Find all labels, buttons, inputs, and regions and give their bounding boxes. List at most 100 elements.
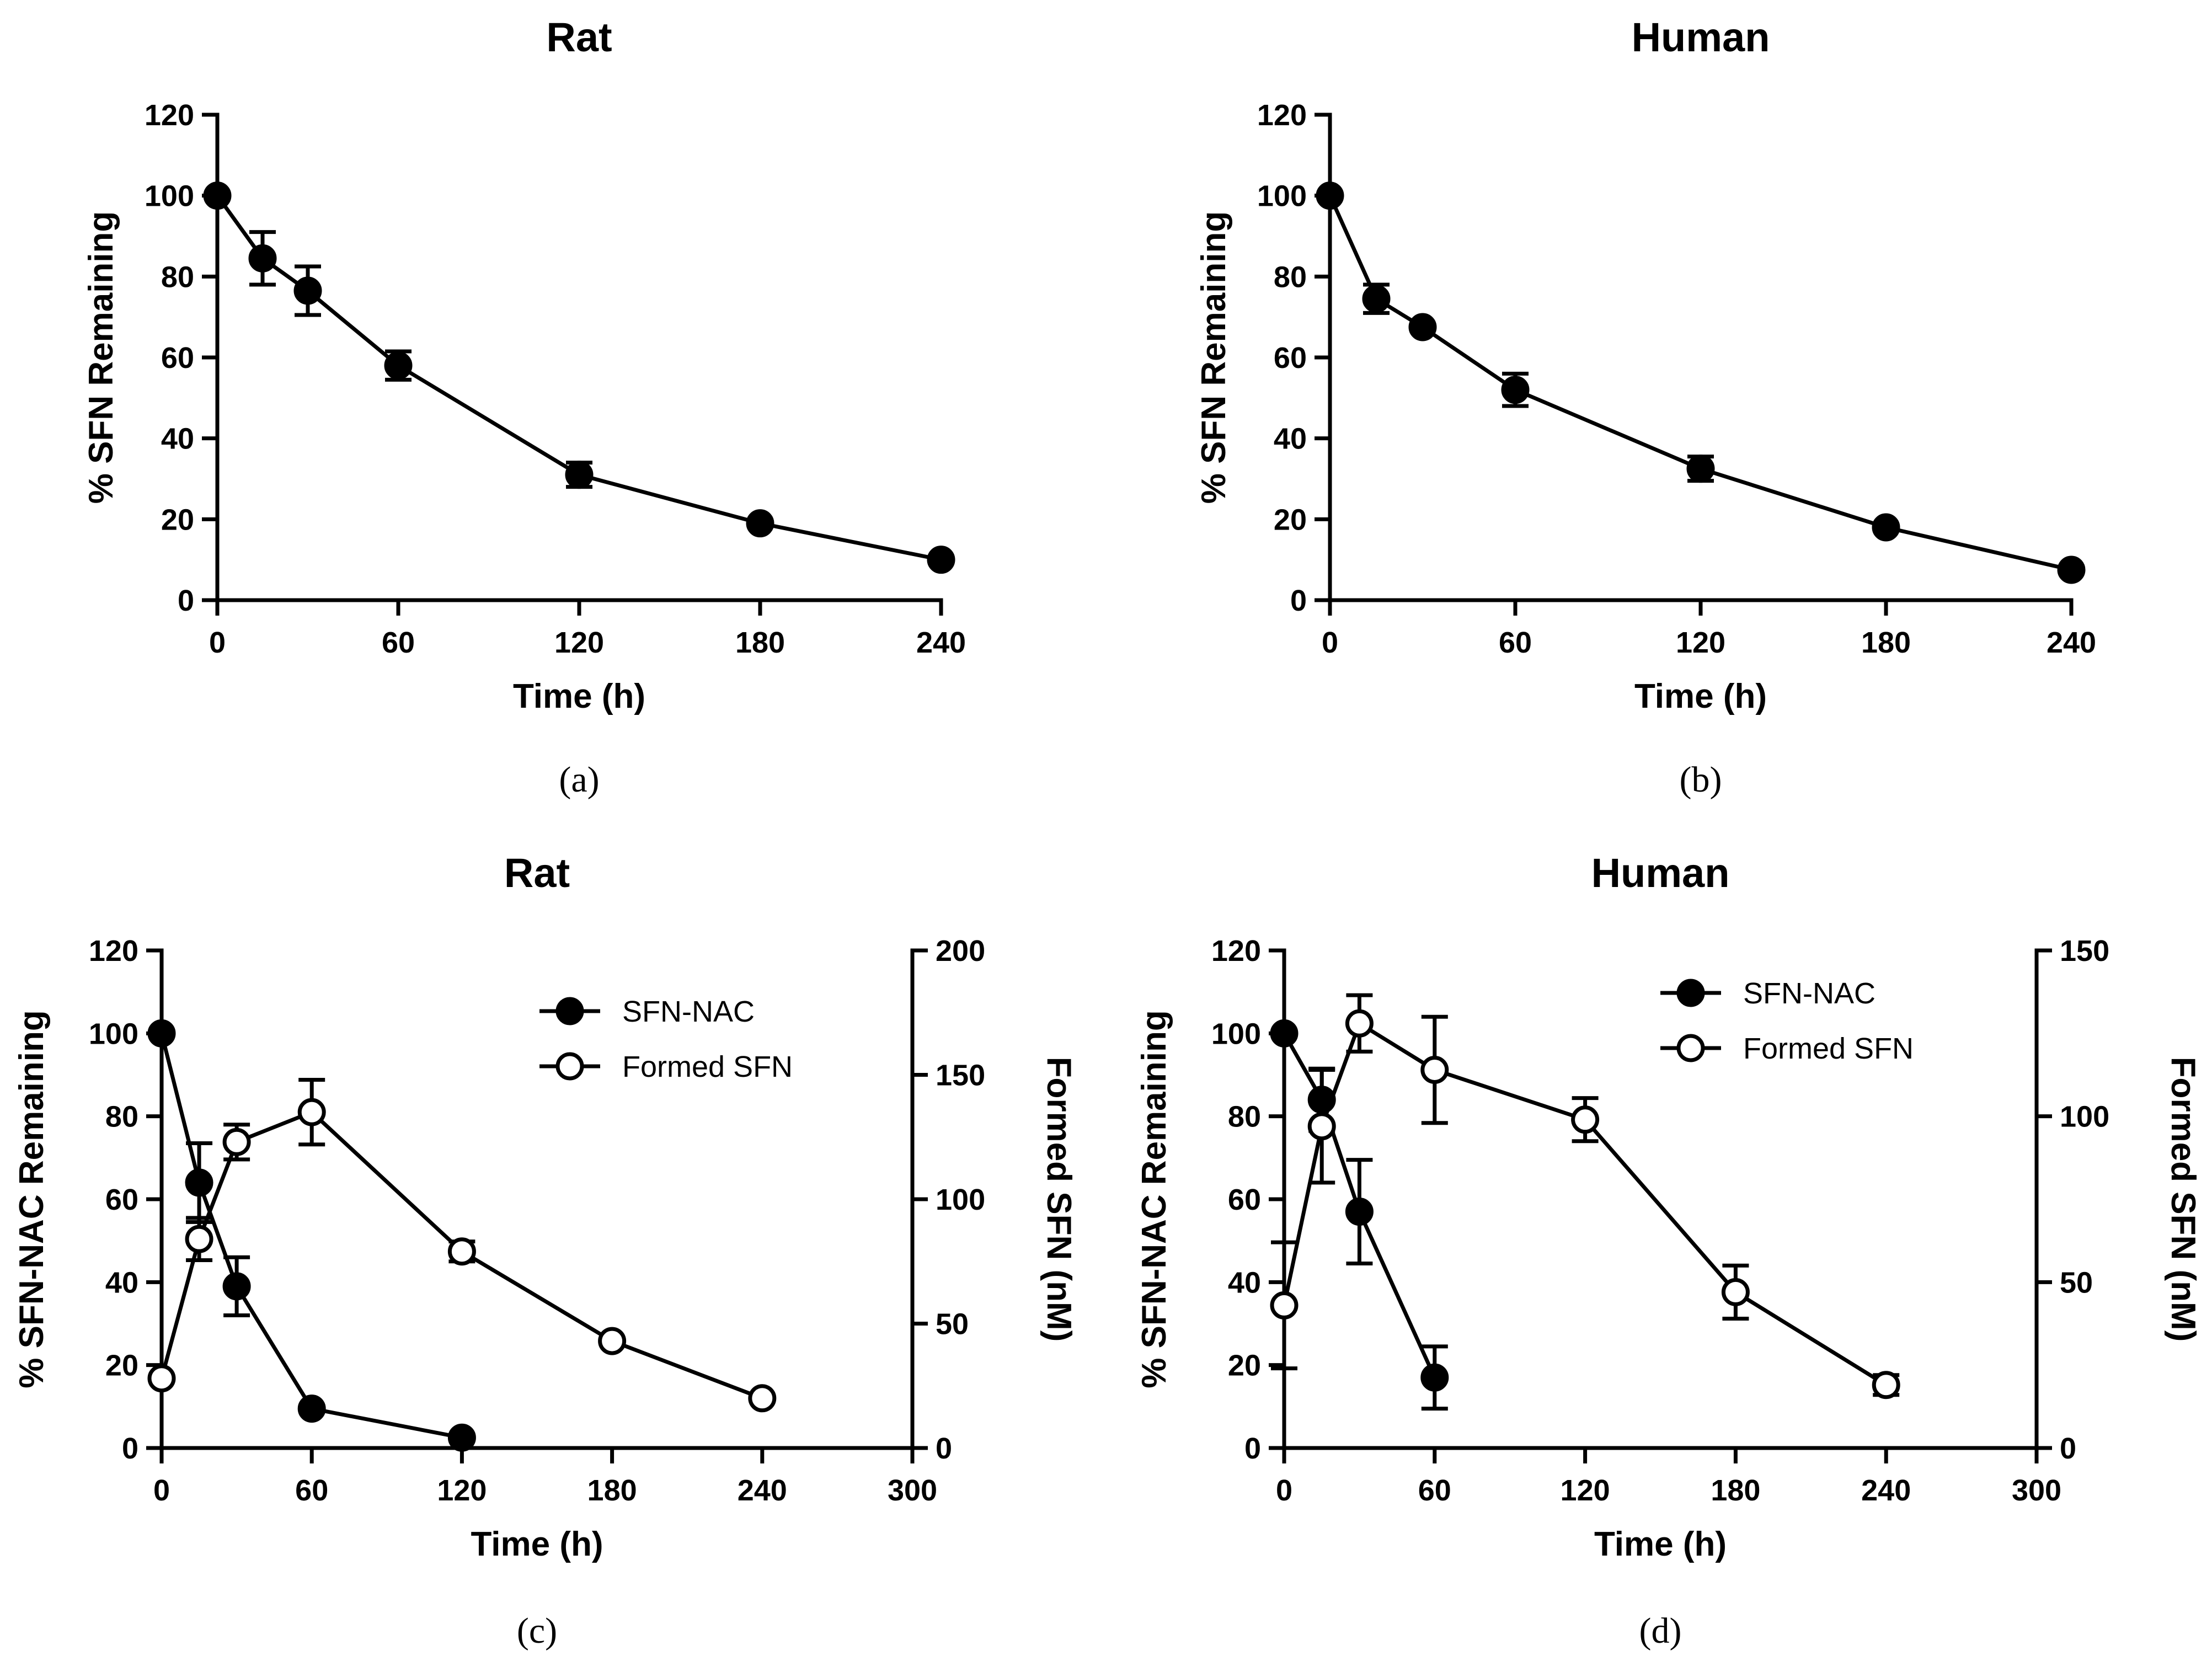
- x-tick-label: 240: [916, 626, 966, 659]
- data-point: [222, 1272, 251, 1301]
- x-axis-label: Time (h): [1634, 677, 1767, 715]
- panel-caption: (c): [517, 1611, 557, 1651]
- data-point: [1501, 376, 1530, 404]
- data-point: [203, 181, 232, 210]
- data-point: [2057, 555, 2086, 584]
- legend-marker: [1676, 1034, 1705, 1062]
- data-point: [1872, 1371, 1900, 1399]
- data-point: [297, 1394, 326, 1423]
- y-tick-label: 100: [1257, 180, 1307, 213]
- data-point: [248, 244, 277, 273]
- x-tick-label: 120: [1676, 626, 1725, 659]
- x-tick-label: 120: [554, 626, 604, 659]
- y-axis-label: % SFN-NAC Remaining: [13, 1010, 51, 1388]
- y2-tick-label: 200: [936, 934, 985, 968]
- data-point: [1316, 181, 1344, 210]
- legend-label: Formed SFN: [622, 1050, 793, 1083]
- y2-tick-label: 50: [2060, 1266, 2093, 1299]
- data-point: [384, 351, 413, 380]
- y-tick-label: 60: [105, 1183, 138, 1216]
- data-point: [185, 1225, 213, 1253]
- y2-tick-label: 50: [936, 1308, 969, 1341]
- chart-title: Rat: [546, 14, 612, 60]
- data-point: [297, 1098, 326, 1126]
- x-tick-label: 300: [888, 1474, 937, 1507]
- y-tick-label: 120: [89, 934, 138, 968]
- y-tick-label: 20: [105, 1349, 138, 1382]
- y-tick-label: 40: [161, 423, 194, 456]
- x-tick-label: 180: [1861, 626, 1911, 659]
- y2-tick-label: 0: [936, 1432, 952, 1465]
- y2-axis-label: Formed SFN (nM): [1040, 1057, 1078, 1342]
- series-line-sfn-nac: [1282, 1032, 1436, 1379]
- chart-panel-2: Rat 0 60 120 180 240 300 0 20 40 60 80 100 120 0 50 100 1…: [13, 850, 1078, 1651]
- y-tick-label: 80: [105, 1100, 138, 1134]
- legend-label: SFN-NAC: [622, 995, 755, 1028]
- data-point: [147, 1364, 176, 1393]
- data-point: [927, 546, 955, 574]
- x-tick-label: 240: [2047, 626, 2096, 659]
- x-axis-label: Time (h): [1594, 1525, 1727, 1563]
- y-axis-label: % SFN-NAC Remaining: [1135, 1010, 1173, 1388]
- y-tick-label: 80: [1274, 260, 1307, 293]
- y-tick-label: 0: [122, 1432, 138, 1465]
- y2-tick-label: 150: [936, 1059, 985, 1092]
- data-point: [1307, 1112, 1336, 1141]
- x-tick-label: 0: [209, 626, 226, 659]
- y-tick-label: 80: [161, 260, 194, 293]
- x-tick-label: 60: [295, 1474, 328, 1507]
- data-point: [748, 1384, 777, 1413]
- y-tick-label: 40: [1228, 1266, 1261, 1299]
- y2-tick-label: 150: [2060, 934, 2109, 968]
- data-point: [222, 1128, 251, 1156]
- x-tick-label: 120: [1561, 1474, 1610, 1507]
- series-line-formed-sfn: [1282, 1021, 1888, 1387]
- data-point: [598, 1327, 627, 1355]
- y-axis-label: % SFN Remaining: [1195, 211, 1233, 504]
- x-tick-label: 180: [735, 626, 785, 659]
- data-point: [1721, 1278, 1750, 1306]
- panel-caption: (a): [559, 760, 599, 800]
- y-tick-label: 100: [89, 1017, 138, 1050]
- y-tick-label: 0: [1244, 1432, 1261, 1465]
- data-point: [1270, 1019, 1299, 1048]
- data-point: [447, 1423, 476, 1452]
- chart-panel-1: Human 0 60 120 180 240 0 20 40 60 80 100 120 Time (h)…: [1195, 14, 2096, 800]
- y-tick-label: 0: [178, 584, 194, 617]
- data-point: [293, 276, 322, 305]
- series-line-sfn: [216, 194, 942, 562]
- series-line-sfn: [1328, 195, 2072, 572]
- y-tick-label: 40: [1274, 423, 1307, 456]
- panel-caption: (d): [1639, 1611, 1682, 1651]
- data-point: [1872, 513, 1900, 542]
- y-tick-label: 0: [1290, 584, 1307, 617]
- x-axis-label: Time (h): [471, 1525, 603, 1563]
- data-point: [1408, 313, 1437, 341]
- chart-panel-0: Rat 0 60 120 180 240 0 20 40 60 80 100 120 Time (h) % …: [82, 14, 966, 800]
- data-point: [1571, 1105, 1600, 1134]
- data-point: [565, 461, 594, 489]
- x-tick-label: 180: [587, 1474, 637, 1507]
- data-point: [1420, 1363, 1449, 1392]
- data-point: [1307, 1086, 1336, 1114]
- x-tick-label: 0: [1276, 1474, 1292, 1507]
- x-tick-label: 0: [153, 1474, 170, 1507]
- y-tick-label: 60: [1274, 341, 1307, 375]
- panel-caption: (b): [1680, 760, 1722, 800]
- data-point: [1270, 1291, 1299, 1319]
- data-point: [1345, 1009, 1374, 1038]
- data-point: [1686, 455, 1715, 483]
- chart-title: Human: [1632, 14, 1770, 60]
- data-point: [447, 1237, 476, 1266]
- data-point: [746, 509, 774, 538]
- data-point: [185, 1168, 213, 1197]
- x-tick-label: 240: [1861, 1474, 1911, 1507]
- x-tick-label: 60: [1499, 626, 1532, 659]
- chart-title: Human: [1591, 850, 1730, 896]
- y-tick-label: 60: [161, 341, 194, 375]
- y2-axis-label: Formed SFN (nM): [2164, 1057, 2202, 1342]
- legend-label: Formed SFN: [1743, 1032, 1914, 1065]
- y-tick-label: 60: [1228, 1183, 1261, 1216]
- y-tick-label: 40: [105, 1266, 138, 1299]
